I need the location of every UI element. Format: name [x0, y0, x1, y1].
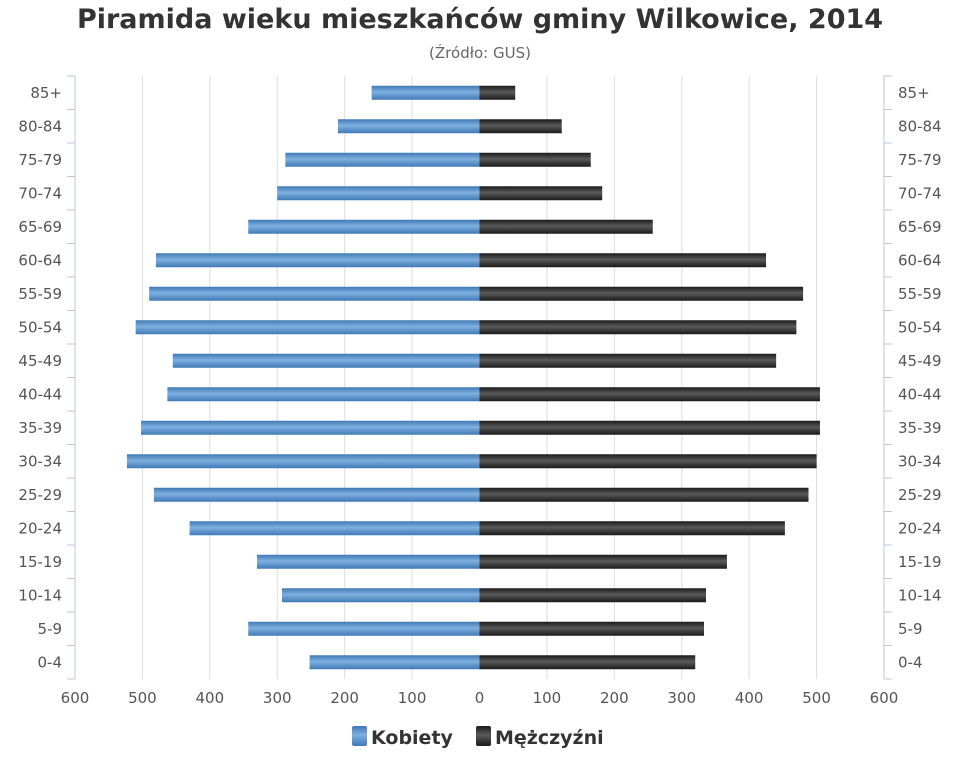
x-tick-label: 100 — [398, 689, 427, 707]
bar-kobiety[interactable] — [189, 521, 480, 536]
bar-kobiety[interactable] — [281, 588, 480, 603]
category-label-right: 85+ — [898, 84, 930, 102]
x-tick-label: 500 — [802, 689, 831, 707]
bar-kobiety[interactable] — [141, 420, 480, 435]
category-label-right: 40-44 — [898, 385, 942, 403]
bar-kobiety[interactable] — [257, 554, 480, 569]
category-label-right: 20-24 — [898, 519, 942, 537]
x-tick-label: 300 — [263, 689, 292, 707]
bar-mezczyzni[interactable] — [479, 320, 797, 335]
bar-mezczyzni[interactable] — [479, 253, 767, 268]
category-label-left: 85+ — [30, 84, 62, 102]
x-tick-label: 0 — [475, 689, 485, 707]
category-label-left: 50-54 — [18, 318, 62, 336]
bar-kobiety[interactable] — [277, 186, 480, 201]
x-tick-label: 200 — [330, 689, 359, 707]
x-tick-label: 200 — [600, 689, 629, 707]
x-tick-label: 600 — [870, 689, 899, 707]
bar-mezczyzni[interactable] — [479, 588, 707, 603]
bar-mezczyzni[interactable] — [479, 521, 785, 536]
legend[interactable]: Kobiety Mężczyźni — [352, 726, 604, 749]
bar-kobiety[interactable] — [126, 454, 480, 469]
legend-label: Mężczyźni — [495, 727, 604, 749]
x-tick-label: 400 — [196, 689, 225, 707]
category-label-right: 60-64 — [898, 251, 942, 269]
chart-title: Piramida wieku mieszkańców gminy Wilkowi… — [76, 4, 884, 35]
category-label-left: 65-69 — [18, 218, 62, 236]
category-label-right: 50-54 — [898, 318, 942, 336]
chart-subtitle: (Źródło: GUS) — [429, 44, 531, 62]
bar-kobiety[interactable] — [149, 286, 480, 301]
category-label-left: 5-9 — [38, 620, 63, 638]
category-label-left: 35-39 — [18, 419, 62, 437]
bar-mezczyzni[interactable] — [479, 621, 704, 636]
category-label-right: 10-14 — [898, 586, 942, 604]
bar-kobiety[interactable] — [337, 119, 480, 134]
category-label-left: 20-24 — [18, 519, 62, 537]
category-label-right: 5-9 — [898, 620, 923, 638]
bar-mezczyzni[interactable] — [479, 487, 809, 502]
bar-mezczyzni[interactable] — [479, 85, 516, 100]
bar-mezczyzni[interactable] — [479, 420, 820, 435]
category-label-right: 55-59 — [898, 285, 942, 303]
category-label-right: 75-79 — [898, 151, 942, 169]
bar-kobiety[interactable] — [248, 219, 480, 234]
category-label-right: 65-69 — [898, 218, 942, 236]
bar-mezczyzni[interactable] — [479, 219, 653, 234]
bar-mezczyzni[interactable] — [479, 186, 603, 201]
legend-label: Kobiety — [371, 727, 454, 749]
category-label-left: 0-4 — [38, 653, 63, 671]
category-label-left: 80-84 — [18, 117, 62, 135]
category-label-left: 25-29 — [18, 486, 62, 504]
x-tick-label: 300 — [667, 689, 696, 707]
category-label-right: 70-74 — [898, 184, 942, 202]
category-label-left: 70-74 — [18, 184, 62, 202]
category-label-left: 55-59 — [18, 285, 62, 303]
category-label-right: 30-34 — [898, 452, 942, 470]
x-tick-label: 600 — [61, 689, 90, 707]
label-layer: 600 500 400 300 200 100 0 100 200 300 400 500 600 85+… — [18, 84, 941, 707]
category-label-right: 35-39 — [898, 419, 942, 437]
x-tick-label: 400 — [735, 689, 764, 707]
x-tick-label: 100 — [533, 689, 562, 707]
bar-kobiety[interactable] — [172, 353, 480, 368]
category-label-left: 75-79 — [18, 151, 62, 169]
category-label-right: 45-49 — [898, 352, 942, 370]
bar-kobiety[interactable] — [285, 152, 480, 167]
x-tick-label: 500 — [128, 689, 157, 707]
bar-kobiety[interactable] — [155, 253, 480, 268]
category-label-right: 15-19 — [898, 553, 942, 571]
axis-layer — [67, 75, 892, 680]
bar-kobiety[interactable] — [309, 655, 480, 670]
legend-swatch — [352, 726, 367, 746]
bar-mezczyzni[interactable] — [479, 119, 562, 134]
bar-mezczyzni[interactable] — [479, 387, 820, 402]
category-label-right: 80-84 — [898, 117, 942, 135]
category-label-right: 0-4 — [898, 653, 923, 671]
bar-kobiety[interactable] — [167, 387, 480, 402]
bar-kobiety[interactable] — [371, 85, 480, 100]
bar-mezczyzni[interactable] — [479, 454, 817, 469]
category-label-left: 60-64 — [18, 251, 62, 269]
category-label-left: 30-34 — [18, 452, 62, 470]
bar-mezczyzni[interactable] — [479, 286, 804, 301]
bar-mezczyzni[interactable] — [479, 152, 591, 167]
category-label-left: 40-44 — [18, 385, 62, 403]
bar-kobiety[interactable] — [248, 621, 480, 636]
bar-kobiety[interactable] — [153, 487, 480, 502]
bar-mezczyzni[interactable] — [479, 655, 696, 670]
legend-swatch — [476, 726, 491, 746]
legend-item-mezczyzni[interactable]: Mężczyźni — [476, 726, 604, 749]
bar-mezczyzni[interactable] — [479, 353, 777, 368]
category-label-left: 10-14 — [18, 586, 62, 604]
legend-item-kobiety[interactable]: Kobiety — [352, 726, 454, 749]
category-label-left: 15-19 — [18, 553, 62, 571]
category-label-right: 25-29 — [898, 486, 942, 504]
bar-layer — [126, 85, 820, 670]
bar-mezczyzni[interactable] — [479, 554, 727, 569]
category-label-left: 45-49 — [18, 352, 62, 370]
bar-kobiety[interactable] — [135, 320, 480, 335]
